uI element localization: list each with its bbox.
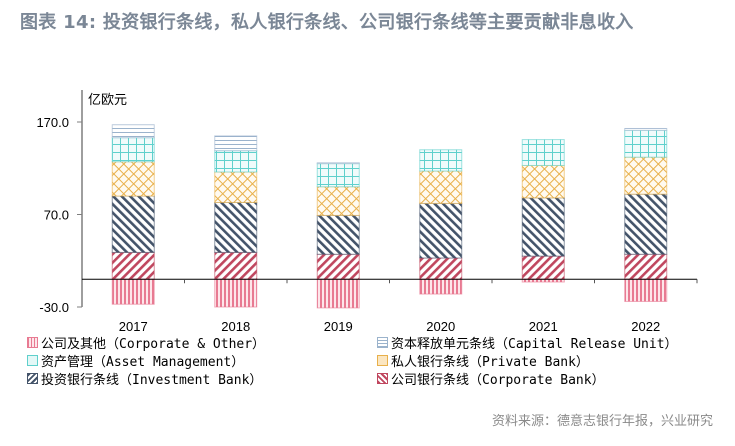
bar-segment-corporate-bank-2021	[521, 255, 565, 280]
legend: 公司及其他（Corporate & Other） 资本释放单元条线（Capita…	[0, 333, 735, 393]
legend-swatch-icon	[377, 336, 388, 348]
bar-segment-asset-management-2022	[624, 129, 668, 158]
legend-swatch-icon	[27, 372, 38, 384]
legend-label: 资产管理（Asset Management）	[41, 354, 245, 370]
bar-segment-corporate-bank-2019	[316, 253, 360, 280]
bar-segment-capital-release-unit-2022	[624, 127, 668, 131]
bar-segment-investment-bank-2018	[214, 201, 258, 253]
bar-segment-corporate-bank-2020	[419, 257, 463, 280]
axes-group: 2017 2018 2019 2020 2021 2022 -30.0 70.0 170.0	[36, 90, 698, 334]
legend-label: 公司银行条线（Corporate Bank）	[391, 372, 605, 388]
x-tick-label: 2022	[631, 319, 660, 334]
legend-label: 私人银行条线（Private Bank）	[391, 354, 589, 370]
bar-segment-private-bank-2018	[214, 171, 258, 203]
legend-item-investment-bank[interactable]: 投资银行条线（Investment Bank）	[27, 369, 263, 388]
bar-segment-investment-bank-2019	[316, 214, 360, 255]
bar-segment-corporate-other-2017	[111, 278, 155, 305]
source-note: 资料来源：德意志银行年报，兴业研究	[491, 414, 713, 429]
legend-label: 投资银行条线（Investment Bank）	[41, 372, 263, 388]
bar-segment-private-bank-2017	[111, 161, 155, 197]
legend-swatch-icon	[377, 372, 388, 384]
bar-segment-private-bank-2021	[521, 164, 565, 199]
bar-segment-asset-management-2017	[111, 137, 155, 163]
bar-segment-private-bank-2020	[419, 170, 463, 204]
bar-segment-capital-release-unit-2018	[214, 135, 258, 152]
legend-label: 资本释放单元条线（Capital Release Unit）	[391, 336, 678, 352]
bar-segment-capital-release-unit-2019	[316, 162, 360, 165]
chart-title: 图表 14: 投资银行条线，私人银行条线、公司银行条线等主要贡献非息收入	[20, 12, 634, 33]
legend-item-asset-management[interactable]: 资产管理（Asset Management）	[27, 351, 245, 370]
legend-item-corporate-bank[interactable]: 公司银行条线（Corporate Bank）	[377, 369, 605, 388]
legend-item-private-bank[interactable]: 私人银行条线（Private Bank）	[377, 351, 589, 370]
bar-segment-investment-bank-2021	[521, 197, 565, 257]
bar-segment-corporate-bank-2022	[624, 253, 668, 280]
bar-segment-asset-management-2018	[214, 150, 258, 173]
bar-segment-corporate-other-2020	[419, 278, 463, 295]
y-axis-unit-label: 亿欧元	[88, 93, 127, 108]
x-tick-label: 2019	[324, 319, 353, 334]
bar-segment-investment-bank-2017	[111, 195, 155, 253]
bar-segment-corporate-other-2019	[316, 278, 360, 309]
bar-segment-asset-management-2019	[316, 163, 360, 188]
y-tick-label: 170.0	[36, 115, 69, 130]
bar-segment-asset-management-2021	[521, 139, 565, 166]
legend-swatch-icon	[27, 336, 38, 348]
bar-segment-corporate-other-2018	[214, 278, 258, 308]
x-tick-label: 2017	[119, 319, 148, 334]
legend-item-corporate-other[interactable]: 公司及其他（Corporate & Other）	[27, 333, 266, 352]
x-tick-label: 2020	[426, 319, 455, 334]
bar-segment-private-bank-2022	[624, 156, 668, 195]
bar-segment-corporate-bank-2017	[111, 251, 155, 280]
legend-item-capital-release-unit[interactable]: 资本释放单元条线（Capital Release Unit）	[377, 333, 678, 352]
bar-segment-investment-bank-2020	[419, 202, 463, 259]
bar-segment-asset-management-2020	[419, 149, 463, 172]
bar-segment-corporate-other-2022	[624, 278, 668, 302]
x-tick-label: 2018	[221, 319, 250, 334]
y-tick-label: -30.0	[39, 300, 69, 315]
bar-segment-capital-release-unit-2017	[111, 124, 155, 139]
bar-segment-private-bank-2019	[316, 186, 360, 216]
bars-group	[111, 124, 668, 309]
legend-swatch-icon	[27, 354, 38, 366]
y-tick-label: 70.0	[44, 208, 69, 223]
x-tick-label: 2021	[529, 319, 558, 334]
bar-segment-investment-bank-2022	[624, 193, 668, 255]
legend-label: 公司及其他（Corporate & Other）	[41, 336, 266, 352]
bar-segment-corporate-bank-2018	[214, 251, 258, 280]
legend-swatch-icon	[377, 354, 388, 366]
